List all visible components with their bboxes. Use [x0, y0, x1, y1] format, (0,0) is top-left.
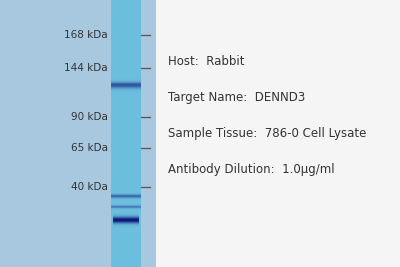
- Bar: [111, 193, 141, 194]
- Text: 144 kDa: 144 kDa: [64, 63, 108, 73]
- Bar: [111, 88, 141, 89]
- Bar: [111, 91, 141, 92]
- Bar: [113, 226, 139, 227]
- Bar: [111, 84, 141, 85]
- Text: Antibody Dilution:  1.0μg/ml: Antibody Dilution: 1.0μg/ml: [168, 163, 335, 176]
- Bar: [111, 82, 141, 83]
- Bar: [111, 81, 141, 82]
- Bar: [113, 223, 139, 224]
- Bar: [111, 86, 141, 87]
- Text: 168 kDa: 168 kDa: [64, 30, 108, 40]
- Bar: [111, 196, 141, 197]
- Bar: [111, 80, 141, 81]
- Bar: [113, 214, 139, 215]
- Bar: [0, 0, 156, 267]
- Bar: [113, 213, 139, 214]
- Bar: [113, 225, 139, 226]
- Text: Target Name:  DENND3: Target Name: DENND3: [168, 91, 305, 104]
- Text: 90 kDa: 90 kDa: [71, 112, 108, 123]
- Bar: [111, 199, 141, 200]
- Bar: [111, 83, 141, 84]
- Bar: [111, 200, 141, 201]
- Text: 40 kDa: 40 kDa: [71, 182, 108, 192]
- Bar: [113, 222, 139, 223]
- Bar: [111, 197, 141, 198]
- Bar: [111, 0, 141, 267]
- Bar: [111, 87, 141, 88]
- Bar: [113, 219, 139, 220]
- Bar: [113, 220, 139, 221]
- Bar: [113, 218, 139, 219]
- Text: Host:  Rabbit: Host: Rabbit: [168, 55, 244, 68]
- Bar: [111, 198, 141, 199]
- Bar: [113, 217, 139, 218]
- Bar: [111, 79, 141, 80]
- Bar: [111, 192, 141, 193]
- Bar: [111, 195, 141, 196]
- Bar: [113, 224, 139, 225]
- Bar: [111, 85, 141, 86]
- Text: Sample Tissue:  786-0 Cell Lysate: Sample Tissue: 786-0 Cell Lysate: [168, 127, 366, 140]
- Bar: [111, 194, 141, 195]
- Bar: [113, 216, 139, 217]
- Bar: [111, 89, 141, 90]
- Bar: [111, 78, 141, 79]
- Bar: [111, 92, 141, 93]
- Bar: [111, 90, 141, 91]
- Bar: [113, 215, 139, 216]
- Bar: [113, 221, 139, 222]
- Text: 65 kDa: 65 kDa: [71, 143, 108, 153]
